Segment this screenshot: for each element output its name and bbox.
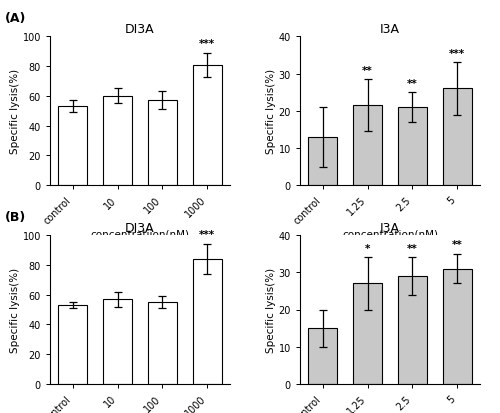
Bar xyxy=(148,302,177,384)
Text: **: ** xyxy=(407,243,418,253)
Bar xyxy=(308,138,338,186)
Y-axis label: Specific lysis(%): Specific lysis(%) xyxy=(266,69,276,154)
Bar xyxy=(103,97,132,186)
Text: ***: *** xyxy=(199,39,216,49)
Bar xyxy=(103,299,132,384)
X-axis label: concentration(nM): concentration(nM) xyxy=(342,228,438,238)
X-axis label: concentratiion(nM): concentratiion(nM) xyxy=(90,228,190,238)
Text: (A): (A) xyxy=(5,12,26,25)
Text: ***: *** xyxy=(449,49,466,59)
Bar xyxy=(308,328,338,384)
Text: (B): (B) xyxy=(5,211,26,223)
Title: I3A: I3A xyxy=(380,221,400,234)
Title: I3A: I3A xyxy=(380,23,400,36)
Bar xyxy=(353,284,382,384)
Y-axis label: Specific lysis(%): Specific lysis(%) xyxy=(10,267,20,352)
Bar xyxy=(398,276,427,384)
Y-axis label: Specific lysis(%): Specific lysis(%) xyxy=(266,267,276,352)
Bar xyxy=(148,101,177,186)
Bar xyxy=(58,107,88,186)
Text: **: ** xyxy=(452,240,462,249)
Text: **: ** xyxy=(362,66,373,76)
Title: DI3A: DI3A xyxy=(125,23,155,36)
Bar xyxy=(192,259,222,384)
Text: **: ** xyxy=(407,78,418,88)
Bar xyxy=(442,269,472,384)
Y-axis label: Specific lysis(%): Specific lysis(%) xyxy=(10,69,20,154)
Bar xyxy=(398,108,427,186)
Text: ***: *** xyxy=(199,230,216,240)
Bar xyxy=(192,65,222,186)
Bar xyxy=(58,305,88,384)
Title: DI3A: DI3A xyxy=(125,221,155,234)
Bar xyxy=(353,106,382,186)
Bar xyxy=(442,89,472,186)
Text: *: * xyxy=(365,243,370,253)
